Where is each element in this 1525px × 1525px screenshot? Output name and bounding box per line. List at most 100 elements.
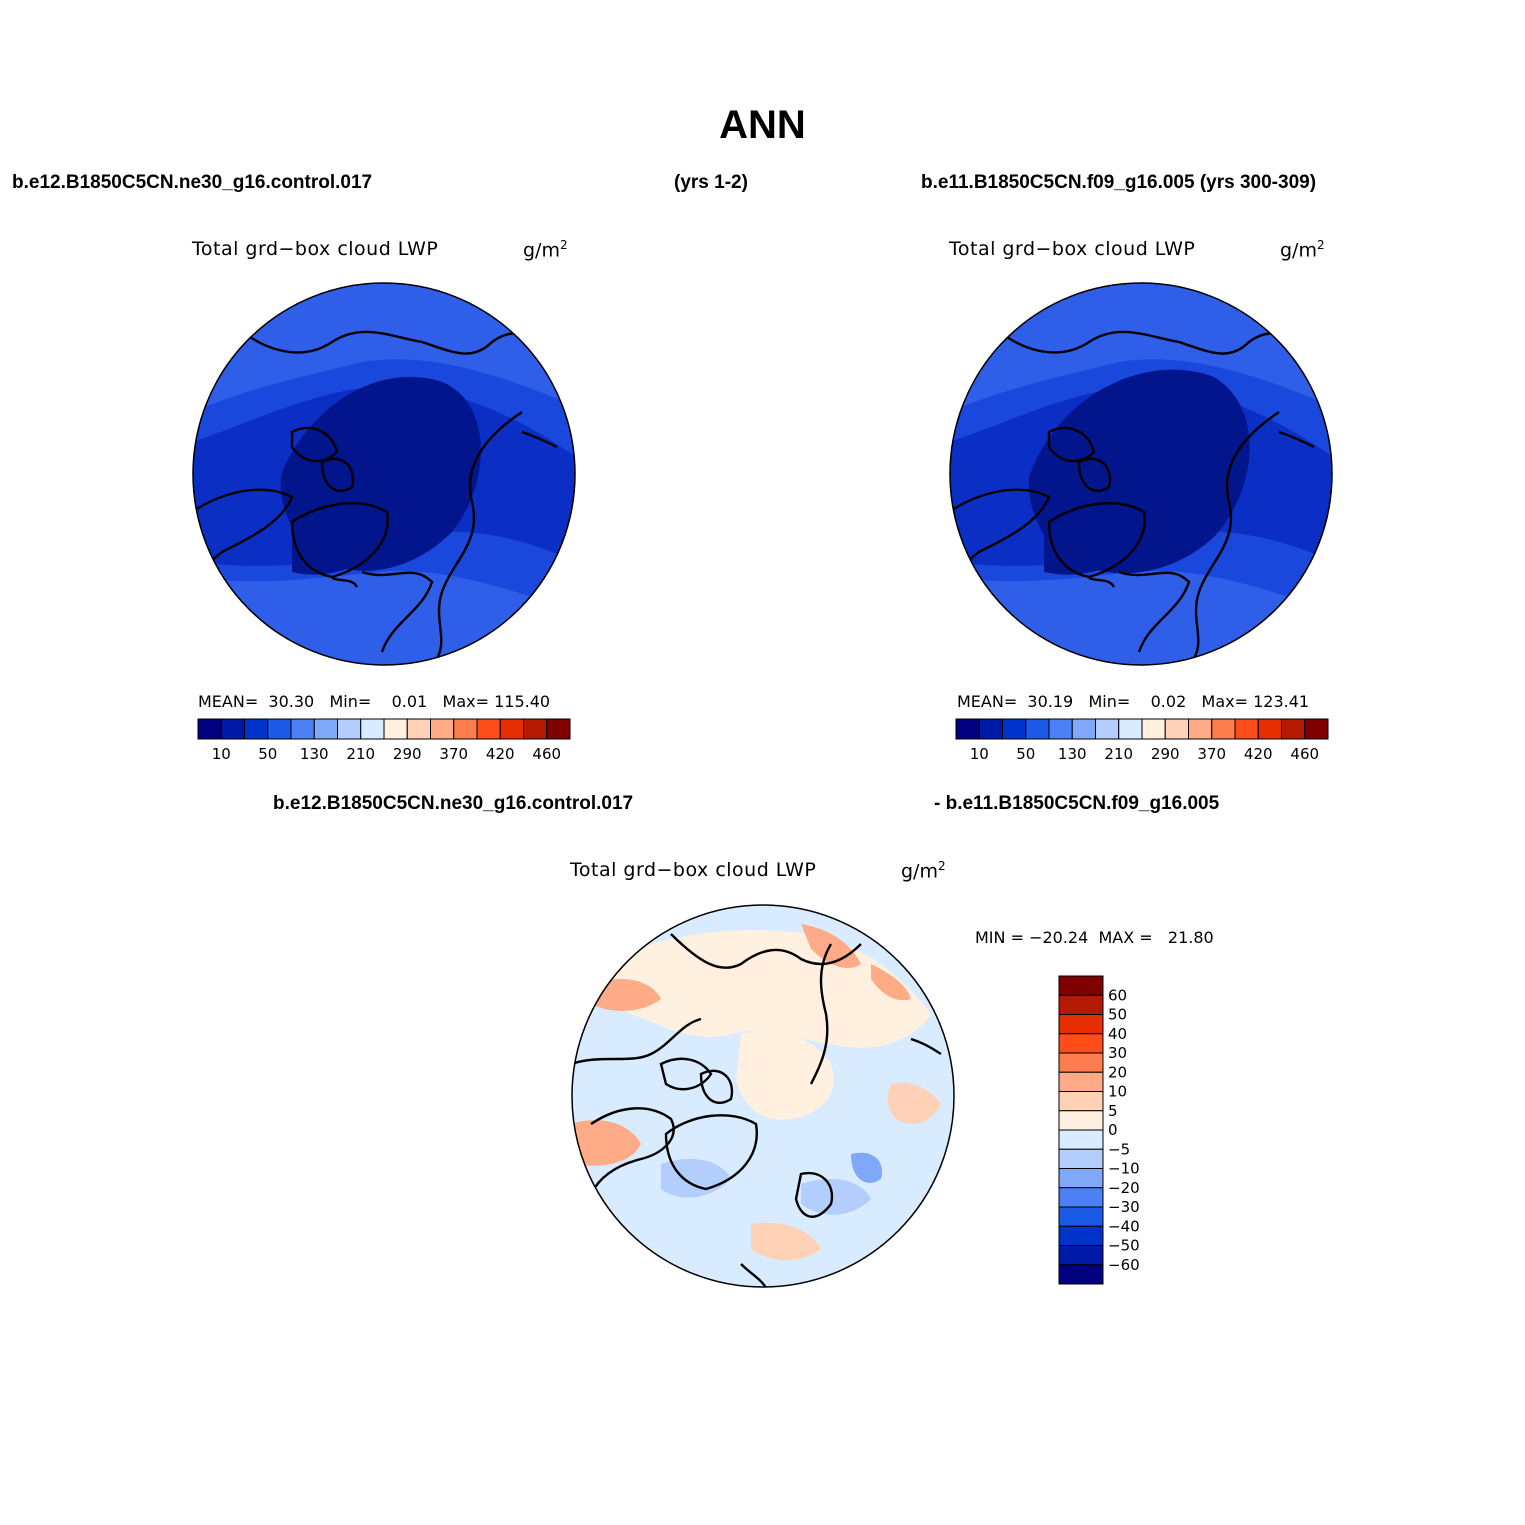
panel3-colorbar-tick-label: −20	[1108, 1179, 1140, 1197]
panel2-colorbar-swatch	[1118, 718, 1143, 740]
case2-label: b.e11.B1850C5CN.f09_g16.005 (yrs 300-309…	[921, 172, 1317, 193]
panel2-colorbar-tick-label: 420	[1244, 745, 1273, 763]
panel2-polar-map	[949, 282, 1333, 666]
panel1-colorbar-swatch	[453, 718, 478, 740]
figure-title: ANN	[719, 103, 806, 147]
panel3-colorbar-tick-label: −60	[1108, 1256, 1140, 1274]
panel2-colorbar-swatch	[1257, 718, 1282, 740]
field-negative-south	[801, 1179, 871, 1215]
panel2-colorbar-tick-label: 210	[1104, 745, 1133, 763]
panel1-colorbar-swatch	[290, 718, 315, 740]
panel1-units: g/m2	[523, 238, 568, 262]
panel1-colorbar-tick-label: 370	[439, 745, 468, 763]
panel2-colorbar-swatch	[1164, 718, 1189, 740]
panel2-colorbar-tick-label: 290	[1151, 745, 1180, 763]
panel3-colorbar-swatch	[1058, 1129, 1104, 1150]
panel2-colorbar-swatch	[1234, 718, 1259, 740]
panel1-colorbar-swatch	[360, 718, 385, 740]
panel3-colorbar-swatch	[1058, 1014, 1104, 1035]
map-border	[949, 282, 1333, 666]
panel1-colorbar-swatch	[220, 718, 245, 740]
panel3-colorbar-swatch	[1058, 1091, 1104, 1112]
panel2-colorbar-swatch	[1025, 718, 1050, 740]
panel3-colorbar-swatch	[1058, 1110, 1104, 1131]
panel3-colorbar-swatch	[1058, 1033, 1104, 1054]
panel3-colorbar-swatch	[1058, 1168, 1104, 1189]
panel1-colorbar-swatch	[244, 718, 269, 740]
panel1-stats: MEAN= 30.30 Min= 0.01 Max= 115.40	[198, 692, 551, 711]
panel2-colorbar-swatch	[1002, 718, 1027, 740]
panel1-colorbar-swatch	[197, 718, 222, 740]
field-positive-siberia	[591, 979, 661, 1011]
panel3-stats: MIN = −20.24 MAX = 21.80	[975, 928, 1214, 947]
panel3-colorbar-tick-label: −40	[1108, 1217, 1140, 1235]
panel2-colorbar-tick-label: 50	[1016, 745, 1035, 763]
panel1-variable: Total grd−box cloud LWP	[192, 238, 439, 260]
diff-label-right: - b.e11.B1850C5CN.f09_g16.005	[934, 793, 1220, 814]
panel2-colorbar-swatch	[1071, 718, 1096, 740]
panel1-colorbar-swatch	[523, 718, 548, 740]
panel1-colorbar-tick-label: 130	[300, 745, 329, 763]
field-positive-alaska	[572, 1120, 641, 1166]
panel3-colorbar-swatch	[1058, 994, 1104, 1015]
panel3-colorbar-swatch	[1058, 975, 1104, 996]
field-positive-east	[871, 964, 911, 1001]
panel2-colorbar-swatch	[955, 718, 980, 740]
panel2-colorbar-tick-label: 370	[1197, 745, 1226, 763]
panel3-colorbar-tick-label: 10	[1108, 1083, 1127, 1101]
panel2-colorbar-swatch	[1281, 718, 1306, 740]
panel1-colorbar-swatch	[383, 718, 408, 740]
panel3-colorbar-tick-label: −10	[1108, 1160, 1140, 1178]
panel3-colorbar-tick-label: 5	[1108, 1102, 1118, 1120]
case1-years: (yrs 1-2)	[674, 172, 748, 193]
panel2-colorbar: 10 50 130 210 290 370 420 460	[955, 718, 1329, 763]
panel3-colorbar-tick-label: −5	[1108, 1140, 1130, 1158]
panel1-colorbar: 10 50 130 210 290 370 420 460	[197, 718, 571, 763]
panel1-colorbar-swatch	[337, 718, 362, 740]
panel1-colorbar-swatch	[313, 718, 338, 740]
map-border	[192, 282, 576, 666]
panel2-colorbar-swatch	[1188, 718, 1213, 740]
panel3-colorbar-tick-label: 30	[1108, 1044, 1127, 1062]
panel1-colorbar-swatch	[499, 718, 524, 740]
field-negative-spot	[851, 1152, 882, 1183]
panel3-colorbar-swatch	[1058, 1264, 1104, 1285]
panel3-polar-map	[571, 904, 955, 1288]
panel3-colorbar-tick-label: 60	[1108, 986, 1127, 1004]
panel1-colorbar-tick-label: 50	[258, 745, 277, 763]
panel3-colorbar-tick-label: 40	[1108, 1025, 1127, 1043]
panel3-colorbar-swatch	[1058, 1206, 1104, 1227]
panel3-colorbar-swatch	[1058, 1148, 1104, 1169]
case1-label: b.e12.B1850C5CN.ne30_g16.control.017	[12, 172, 373, 193]
panel2-colorbar-tick-label: 130	[1058, 745, 1087, 763]
panel1-colorbar-tick-label: 10	[212, 745, 231, 763]
map-border	[571, 904, 955, 1288]
panel2-stats: MEAN= 30.19 Min= 0.02 Max= 123.41	[957, 692, 1310, 711]
panel1-colorbar-swatch	[430, 718, 455, 740]
panel2-colorbar-tick-label: 10	[970, 745, 989, 763]
panel3-colorbar-swatch	[1058, 1225, 1104, 1246]
panel2-colorbar-swatch	[1211, 718, 1236, 740]
field-greenland	[1044, 497, 1149, 575]
panel2-colorbar-swatch	[1304, 718, 1329, 740]
panel2-colorbar-tick-label: 460	[1290, 745, 1319, 763]
panel3-units: g/m2	[901, 859, 946, 883]
field-positive-south	[751, 1222, 821, 1261]
panel3-colorbar-tick-label: 0	[1108, 1121, 1118, 1139]
panel3-colorbar-tick-label: −50	[1108, 1237, 1140, 1255]
field-greenland	[292, 497, 392, 575]
panel3-colorbar-swatch	[1058, 1245, 1104, 1266]
field-negative-greenland	[661, 1159, 731, 1198]
panel2-colorbar-swatch	[1141, 718, 1166, 740]
panel2-colorbar-swatch	[978, 718, 1003, 740]
panel1-colorbar-tick-label: 460	[532, 745, 561, 763]
panel1-colorbar-swatch	[406, 718, 431, 740]
panel1-colorbar-tick-label: 420	[486, 745, 515, 763]
panel1-polar-map	[192, 282, 576, 666]
panel3-colorbar-tick-label: 20	[1108, 1063, 1127, 1081]
panel1-colorbar-tick-label: 210	[346, 745, 375, 763]
panel2-colorbar-swatch	[1048, 718, 1073, 740]
panel1-colorbar-swatch	[476, 718, 501, 740]
panel1-colorbar-swatch	[267, 718, 292, 740]
